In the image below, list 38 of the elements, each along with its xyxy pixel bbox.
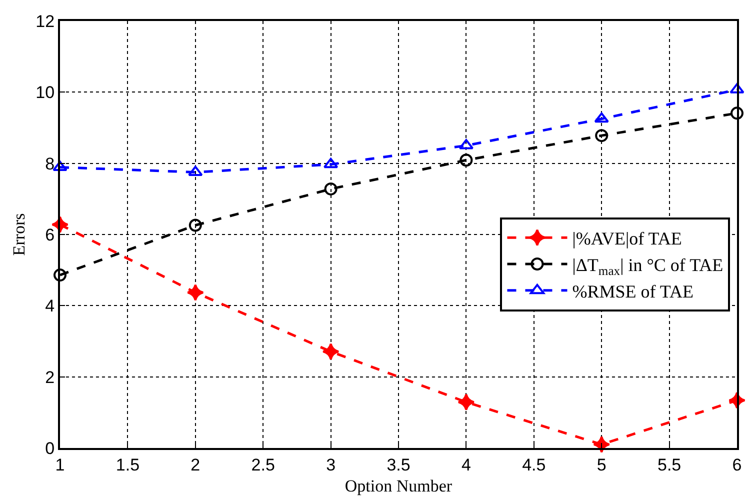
y-tick-label: 0 [45, 438, 55, 458]
x-tick-label: 5 [596, 455, 606, 474]
y-axis-title: Errors [10, 213, 29, 256]
point [324, 182, 338, 196]
point [54, 268, 66, 282]
point [592, 436, 610, 454]
y-tick-label: 6 [45, 225, 55, 244]
point [188, 218, 202, 232]
x-tick-label: 5.5 [657, 455, 682, 474]
legend-label: %RMSE of TAE [572, 281, 694, 302]
point [186, 284, 204, 302]
x-tick-label: 2 [190, 455, 200, 474]
point [322, 342, 340, 360]
x-tick-label: 4 [461, 455, 471, 474]
y-tick-label: 8 [45, 154, 55, 174]
x-axis-title: Option Number [344, 476, 452, 496]
x-tick-label: 4.5 [522, 455, 546, 474]
point [458, 393, 475, 411]
point [460, 154, 473, 167]
legend-label: |%AVE|of TAE [572, 228, 682, 249]
point [594, 112, 609, 123]
x-tick-label: 3 [326, 455, 336, 474]
point [730, 106, 744, 120]
x-tick-label: 6 [732, 455, 742, 474]
x-tick-label: 1.5 [116, 455, 140, 474]
y-tick-label: 4 [45, 296, 55, 316]
y-tick-label: 12 [36, 12, 55, 31]
x-tick-label: 3.5 [386, 455, 410, 474]
y-tick-label: 2 [45, 368, 55, 387]
y-tick-label: 10 [36, 83, 55, 102]
point [52, 160, 68, 171]
x-tick-label: 2.5 [251, 455, 275, 474]
point [323, 158, 338, 168]
legend-label: |ΔT$_{max}$| in °C of TAE [572, 255, 724, 278]
point [730, 83, 744, 94]
point [595, 129, 608, 142]
point [188, 166, 203, 176]
x-tick-label: 1 [55, 455, 65, 474]
